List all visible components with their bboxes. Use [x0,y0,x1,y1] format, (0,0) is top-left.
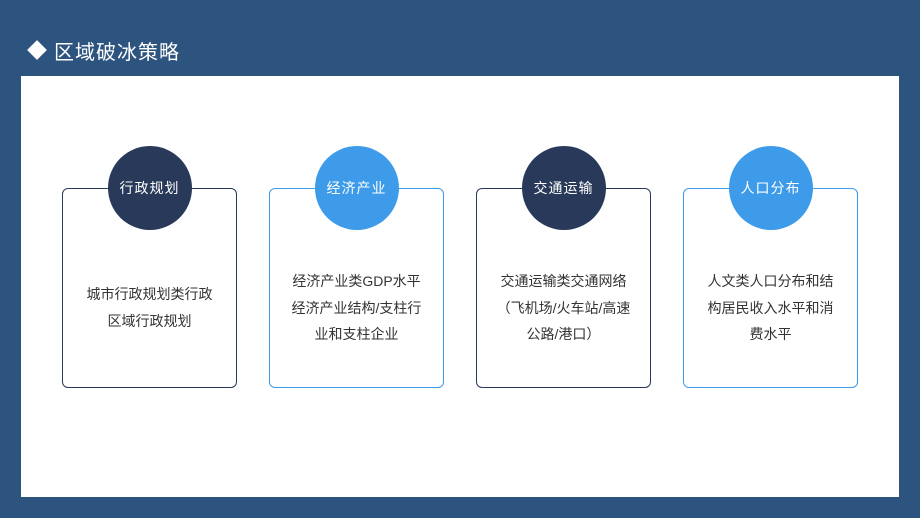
card-unit-2: 经济产业 经济产业类GDP水平经济产业结构/支柱行业和支柱企业 [269,146,444,388]
card-circle-3: 交通运输 [522,146,606,230]
diamond-icon [27,40,47,60]
slide-frame: 区域破冰策略 行政规划 城市行政规划类行政区域行政规划 经济产业 经济产业类GD… [0,0,920,518]
card-unit-1: 行政规划 城市行政规划类行政区域行政规划 [62,146,237,388]
cards-row: 行政规划 城市行政规划类行政区域行政规划 经济产业 经济产业类GDP水平经济产业… [21,76,899,388]
card-unit-4: 人口分布 人文类人口分布和结构居民收入水平和消费水平 [683,146,858,388]
card-circle-1: 行政规划 [108,146,192,230]
card-circle-2: 经济产业 [315,146,399,230]
slide-header: 区域破冰策略 [0,0,920,72]
slide-title: 区域破冰策略 [54,36,180,65]
content-area: 行政规划 城市行政规划类行政区域行政规划 经济产业 经济产业类GDP水平经济产业… [21,76,899,497]
card-circle-4: 人口分布 [729,146,813,230]
card-unit-3: 交通运输 交通运输类交通网络（飞机场/火车站/高速公路/港口） [476,146,651,388]
